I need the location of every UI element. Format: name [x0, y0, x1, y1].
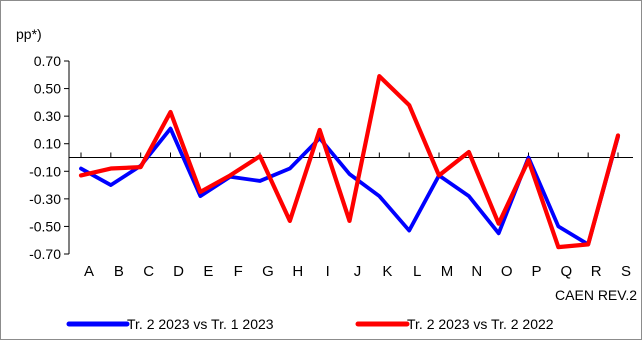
x-tick-label: N: [471, 263, 482, 280]
legend: Tr. 2 2023 vs Tr. 1 2023 Tr. 2 2023 vs T…: [69, 316, 554, 332]
y-tick-label: 0.50: [34, 81, 61, 97]
series-lines: [81, 76, 618, 247]
x-tick-label: E: [203, 263, 213, 280]
x-tick-label: L: [413, 263, 421, 280]
legend-label-blue: Tr. 2 2023 vs Tr. 1 2023: [127, 316, 274, 332]
x-tick-label: D: [173, 263, 184, 280]
y-tick-label: -0.10: [29, 163, 61, 179]
x-tick-label: F: [234, 263, 243, 280]
x-tick-label: O: [501, 263, 513, 280]
legend-item-red: Tr. 2 2023 vs Tr. 2 2022: [358, 316, 554, 332]
x-tick-label: H: [292, 263, 303, 280]
y-tick-label: 0.30: [34, 108, 61, 124]
series-line-2: [81, 76, 618, 247]
x-tick-label: I: [326, 263, 330, 280]
x-tick-label: A: [84, 263, 94, 280]
y-tick-label: 0.70: [34, 53, 61, 69]
y-tick-label: -0.50: [29, 218, 61, 234]
x-tick-label: P: [531, 263, 541, 280]
y-axis-label: pp*): [16, 26, 42, 42]
x-tick-label: G: [262, 263, 274, 280]
x-tick-label: J: [354, 263, 362, 280]
x-tick-label: S: [621, 263, 631, 280]
x-axis-label: CAEN REV.2: [555, 287, 637, 303]
x-tick-label: K: [382, 263, 392, 280]
x-tick-label: B: [114, 263, 124, 280]
y-tick-label: 0.10: [34, 136, 61, 152]
x-tick-label: R: [591, 263, 602, 280]
legend-item-blue: Tr. 2 2023 vs Tr. 1 2023: [69, 316, 274, 332]
y-tick-labels: 0.70 0.50 0.30 0.10 -0.10 -0.30 -0.50 -0.70: [29, 53, 61, 262]
x-tick-label: C: [143, 263, 154, 280]
x-tick-label: Q: [560, 263, 572, 280]
y-tick-label: -0.30: [29, 191, 61, 207]
series-2: [81, 76, 618, 247]
y-tick-label: -0.70: [29, 246, 61, 262]
legend-label-red: Tr. 2 2023 vs Tr. 2 2022: [407, 316, 554, 332]
x-tick-label: M: [441, 263, 454, 280]
